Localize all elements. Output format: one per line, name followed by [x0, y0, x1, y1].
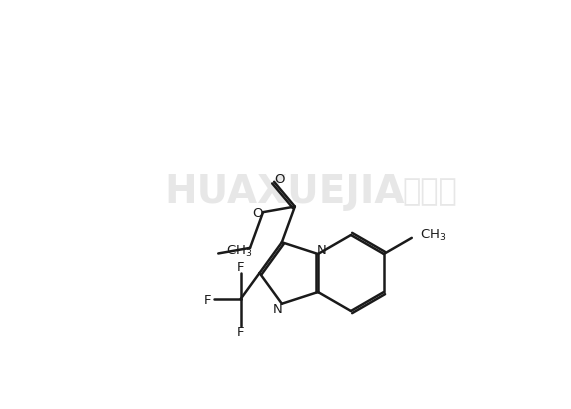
Text: F: F [237, 261, 244, 273]
Text: N: N [273, 303, 283, 315]
Text: N: N [317, 244, 327, 257]
Text: F: F [204, 293, 212, 306]
Text: HUAXUEJIA: HUAXUEJIA [165, 173, 405, 211]
Text: O: O [274, 173, 284, 186]
Text: CH$_3$: CH$_3$ [420, 228, 447, 243]
Text: 化学加: 化学加 [403, 177, 457, 206]
Text: F: F [237, 326, 244, 338]
Text: O: O [252, 206, 262, 219]
Text: CH$_3$: CH$_3$ [226, 243, 253, 258]
